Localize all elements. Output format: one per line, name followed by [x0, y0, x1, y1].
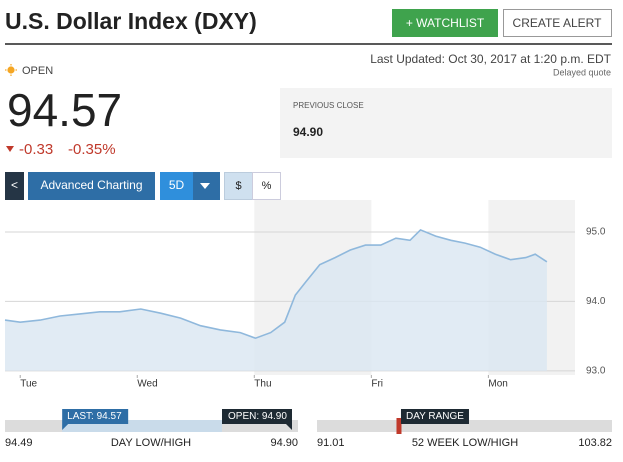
open-tag — [222, 409, 292, 424]
day-range-tag-text: DAY RANGE — [406, 411, 464, 422]
x-tick-label: Thu — [254, 379, 271, 390]
x-tick-label: Tue — [20, 379, 37, 390]
down-arrow — [6, 146, 14, 152]
percent-button[interactable] — [252, 172, 281, 200]
week-range: DAY RANGE 91.01 52 WEEK LOW/HIGH 103.82 — [317, 409, 612, 449]
delay-note: Delayed quote — [553, 67, 611, 77]
price-line — [4, 228, 548, 340]
previous-close-label: PREVIOUS CLOSE — [293, 101, 364, 110]
alert-label: CREATE ALERT — [513, 16, 603, 30]
last-tag — [62, 409, 129, 424]
dollar-button[interactable] — [224, 172, 253, 200]
range-low: 91.01 — [317, 437, 345, 449]
price-chart: 93.0 94.0 95.0 Tue Wed Thu Fri Mon — [4, 200, 606, 390]
range-label: 52 WEEK LOW/HIGH — [412, 437, 518, 449]
dollar-label: $ — [235, 180, 241, 192]
previous-close-box — [280, 88, 612, 158]
day-range-tag — [400, 409, 469, 424]
advanced-charting-button[interactable] — [28, 172, 155, 200]
advanced-charting-label: Advanced Charting — [40, 178, 142, 192]
range-track — [317, 420, 612, 432]
change-percent: -0.35% — [68, 141, 116, 158]
open-tag-pointer — [286, 424, 292, 430]
last-tag-pointer — [62, 424, 69, 430]
last-updated: Last Updated: Oct 30, 2017 at 1:20 p.m. … — [370, 52, 611, 66]
day-range: LAST: 94.57 OPEN: 94.90 94.49 DAY LOW/HI… — [5, 409, 298, 449]
range-low: 94.49 — [5, 437, 33, 449]
period-selected — [160, 172, 193, 200]
area-fill — [5, 229, 547, 371]
sun-icon — [5, 64, 17, 76]
period-label: 5D — [169, 178, 185, 192]
open-tag-text: OPEN: 94.90 — [228, 411, 287, 422]
back-button[interactable] — [5, 172, 24, 200]
x-tick-label: Mon — [488, 379, 507, 390]
watchlist-button[interactable] — [392, 9, 498, 37]
period-dropdown — [200, 183, 210, 189]
range-marker — [396, 418, 402, 434]
range-high: 103.82 — [578, 437, 612, 449]
alert-button[interactable] — [503, 9, 612, 37]
x-tick-label: Fri — [371, 379, 383, 390]
change: -0.33 — [19, 141, 53, 158]
price: 94.57 — [7, 84, 122, 136]
y-tick-label: 94.0 — [586, 296, 606, 307]
y-tick-label: 93.0 — [586, 365, 606, 376]
percent-label: % — [262, 180, 272, 192]
range-label: DAY LOW/HIGH — [111, 437, 191, 449]
market-status: OPEN — [22, 65, 53, 77]
x-tick-label: Wed — [137, 379, 157, 390]
previous-close: 94.90 — [293, 125, 323, 139]
watchlist-label: + WATCHLIST — [406, 16, 485, 30]
range-high: 94.90 — [270, 437, 298, 449]
page-title: U.S. Dollar Index (DXY) — [5, 8, 257, 34]
last-tag-text: LAST: 94.57 — [67, 411, 122, 422]
y-tick-label: 95.0 — [586, 227, 606, 238]
back-label: < — [11, 178, 18, 192]
